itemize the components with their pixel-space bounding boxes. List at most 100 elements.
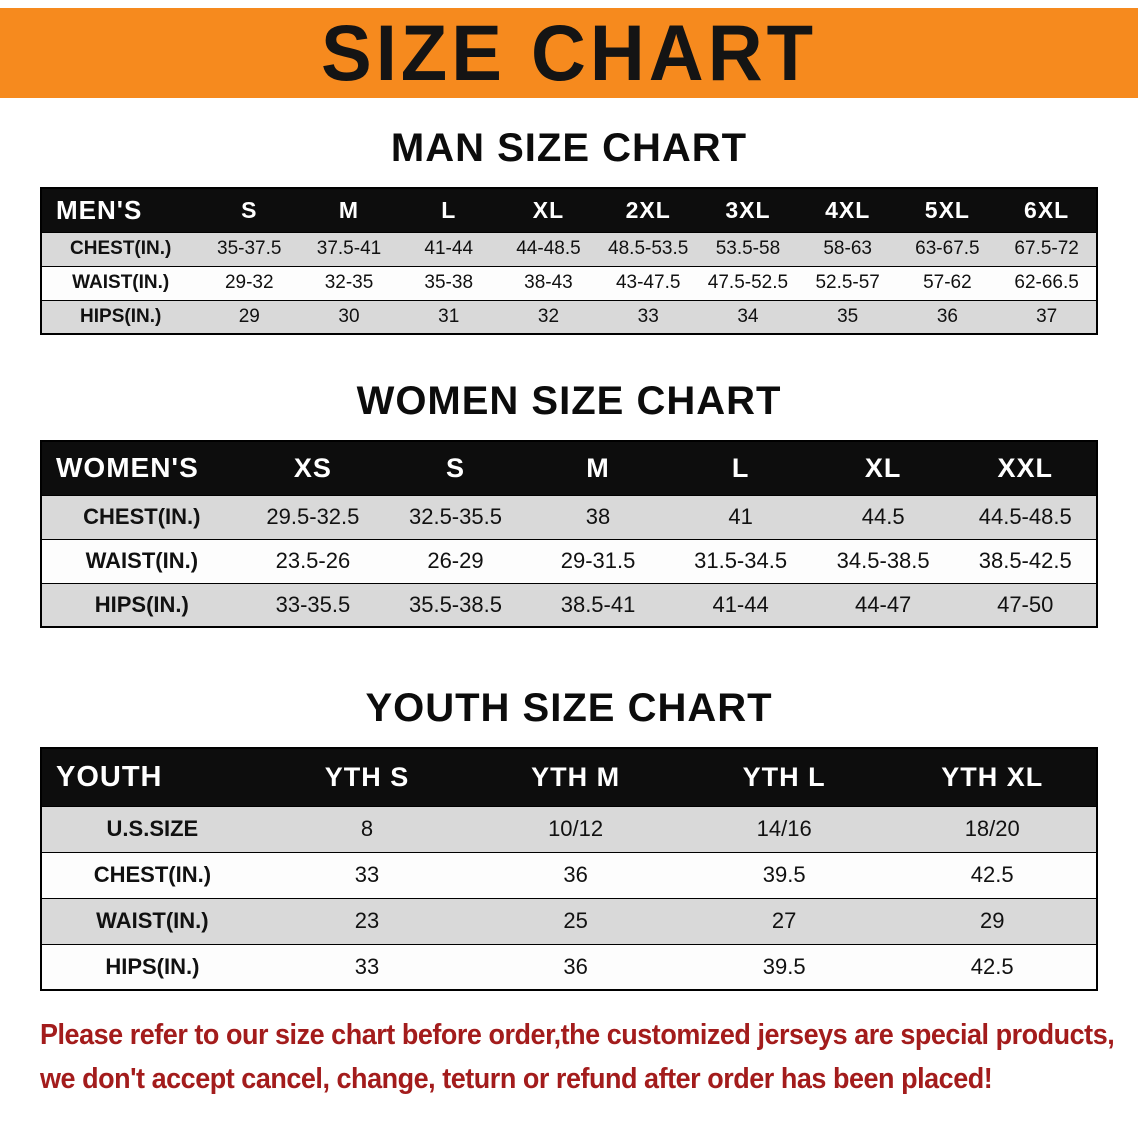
measurement-value-cell: 23 (262, 897, 472, 945)
measurement-label-cell: HIPS(IN.) (41, 299, 200, 335)
measurement-value-cell: 10/12 (471, 805, 680, 853)
measurement-value-cell: 44.5-48.5 (954, 494, 1097, 540)
size-header-cell: 4XL (797, 187, 898, 233)
measurement-value-cell: 36 (471, 943, 680, 991)
size-chart-page: SIZE CHART MAN SIZE CHART MEN'S S M L XL 2XL 3… (0, 8, 1138, 1101)
measurement-row: CHEST(IN.) 35-37.5 37.5-41 41-44 44-48.5 48.5… (41, 231, 1097, 267)
measurement-label-cell: HIPS(IN.) (41, 943, 263, 991)
measurement-row: HIPS(IN.) 33-35.5 35.5-38.5 38.5-41 41-44 44-… (41, 582, 1097, 628)
youth-size-section: YOUTH SIZE CHART YOUTH YTH S YTH M YTH L YTH… (0, 686, 1138, 991)
measurement-label-cell: WAIST(IN.) (41, 265, 200, 301)
size-header-cell: S (199, 187, 300, 233)
measurement-value-cell: 36 (897, 299, 998, 335)
measurement-value-cell: 38-43 (498, 265, 599, 301)
measurement-value-cell: 31 (398, 299, 499, 335)
measurement-value-cell: 58-63 (797, 231, 898, 267)
table-title-cell: WOMEN'S (41, 440, 242, 496)
measurement-value-cell: 30 (299, 299, 399, 335)
measurement-label-cell: WAIST(IN.) (41, 538, 242, 584)
measurement-row: HIPS(IN.) 33 36 39.5 42.5 (41, 943, 1097, 991)
banner: SIZE CHART (0, 8, 1138, 98)
measurement-value-cell: 38 (526, 494, 670, 540)
size-header-cell: YTH M (471, 747, 680, 807)
size-header-cell: XL (498, 187, 599, 233)
measurement-row: CHEST(IN.) 29.5-32.5 32.5-35.5 38 41 44.5 44.5… (41, 494, 1097, 540)
measurement-value-cell: 33 (262, 851, 472, 899)
measurement-value-cell: 62-66.5 (997, 265, 1097, 301)
size-header-cell: XS (241, 440, 385, 496)
measurement-row: CHEST(IN.) 33 36 39.5 42.5 (41, 851, 1097, 899)
measurement-value-cell: 47.5-52.5 (698, 265, 798, 301)
measurement-value-cell: 48.5-53.5 (598, 231, 699, 267)
measurement-value-cell: 32.5-35.5 (384, 494, 527, 540)
size-header-cell: YTH XL (888, 747, 1097, 807)
measurement-value-cell: 39.5 (679, 943, 889, 991)
measurement-value-cell: 34.5-38.5 (811, 538, 955, 584)
measurement-label-cell: HIPS(IN.) (41, 582, 242, 628)
measurement-value-cell: 35 (797, 299, 898, 335)
measurement-value-cell: 41-44 (398, 231, 499, 267)
measurement-value-cell: 39.5 (679, 851, 889, 899)
measurement-row: HIPS(IN.) 29 30 31 32 33 34 35 36 37 (41, 299, 1097, 335)
page-title: SIZE CHART (321, 8, 817, 98)
size-header-cell: 3XL (698, 187, 798, 233)
measurement-row: WAIST(IN.) 23 25 27 29 (41, 897, 1097, 945)
note-line-2: we don't accept cancel, change, teturn o… (40, 1063, 993, 1095)
measurement-value-cell: 33-35.5 (241, 582, 385, 628)
measurement-value-cell: 67.5-72 (997, 231, 1097, 267)
measurement-value-cell: 23.5-26 (241, 538, 385, 584)
measurement-row: U.S.SIZE 8 10/12 14/16 18/20 (41, 805, 1097, 853)
measurement-value-cell: 42.5 (888, 851, 1097, 899)
measurement-value-cell: 37 (997, 299, 1097, 335)
measurement-value-cell: 8 (262, 805, 472, 853)
size-header-cell: 5XL (897, 187, 998, 233)
size-header-cell: M (526, 440, 670, 496)
men-size-table: MEN'S S M L XL 2XL 3XL 4XL 5XL 6XL CHEST(IN.) 35-37… (40, 187, 1098, 335)
measurement-value-cell: 31.5-34.5 (669, 538, 812, 584)
measurement-value-cell: 32-35 (299, 265, 399, 301)
measurement-label-cell: U.S.SIZE (41, 805, 263, 853)
size-header-cell: L (398, 187, 499, 233)
measurement-value-cell: 35-37.5 (199, 231, 300, 267)
size-header-cell: L (669, 440, 812, 496)
measurement-row: WAIST(IN.) 23.5-26 26-29 29-31.5 31.5-34.5 34… (41, 538, 1097, 584)
measurement-value-cell: 47-50 (954, 582, 1097, 628)
measurement-value-cell: 35.5-38.5 (384, 582, 527, 628)
size-header-cell: 6XL (997, 187, 1097, 233)
measurement-value-cell: 43-47.5 (598, 265, 699, 301)
youth-size-table: YOUTH YTH S YTH M YTH L YTH XL U.S.SIZE 8 10/12… (40, 747, 1098, 991)
men-section-heading: MAN SIZE CHART (390, 126, 748, 170)
measurement-label-cell: CHEST(IN.) (41, 494, 242, 540)
measurement-value-cell: 32 (498, 299, 599, 335)
measurement-value-cell: 44-48.5 (498, 231, 599, 267)
measurement-value-cell: 41 (669, 494, 812, 540)
measurement-value-cell: 37.5-41 (299, 231, 399, 267)
table-title-cell: YOUTH (41, 747, 263, 807)
size-header-cell: YTH S (262, 747, 472, 807)
measurement-value-cell: 63-67.5 (897, 231, 998, 267)
men-size-section: MAN SIZE CHART MEN'S S M L XL 2XL 3XL 4XL 5XL 6XL… (0, 126, 1138, 335)
measurement-value-cell: 41-44 (669, 582, 812, 628)
measurement-row: WAIST(IN.) 29-32 32-35 35-38 38-43 43-47.5 47.… (41, 265, 1097, 301)
measurement-value-cell: 42.5 (888, 943, 1097, 991)
measurement-value-cell: 36 (471, 851, 680, 899)
note-line-1: Please refer to our size chart before or… (40, 1019, 1115, 1051)
measurement-label-cell: CHEST(IN.) (41, 231, 200, 267)
measurement-value-cell: 26-29 (384, 538, 527, 584)
measurement-value-cell: 29 (199, 299, 300, 335)
measurement-value-cell: 18/20 (888, 805, 1097, 853)
women-section-heading: WOMEN SIZE CHART (356, 379, 782, 423)
measurement-value-cell: 38.5-41 (526, 582, 670, 628)
order-policy-note: Please refer to our size chart before or… (40, 1013, 1138, 1101)
measurement-label-cell: CHEST(IN.) (41, 851, 263, 899)
measurement-value-cell: 34 (698, 299, 798, 335)
table-header-row: MEN'S S M L XL 2XL 3XL 4XL 5XL 6XL (41, 187, 1097, 233)
size-header-cell: M (299, 187, 399, 233)
measurement-value-cell: 33 (598, 299, 699, 335)
measurement-value-cell: 33 (262, 943, 472, 991)
size-header-cell: 2XL (598, 187, 699, 233)
measurement-value-cell: 38.5-42.5 (954, 538, 1097, 584)
measurement-value-cell: 25 (471, 897, 680, 945)
measurement-value-cell: 53.5-58 (698, 231, 798, 267)
women-size-section: WOMEN SIZE CHART WOMEN'S XS S M L XL XXL CHEST(… (0, 379, 1138, 628)
